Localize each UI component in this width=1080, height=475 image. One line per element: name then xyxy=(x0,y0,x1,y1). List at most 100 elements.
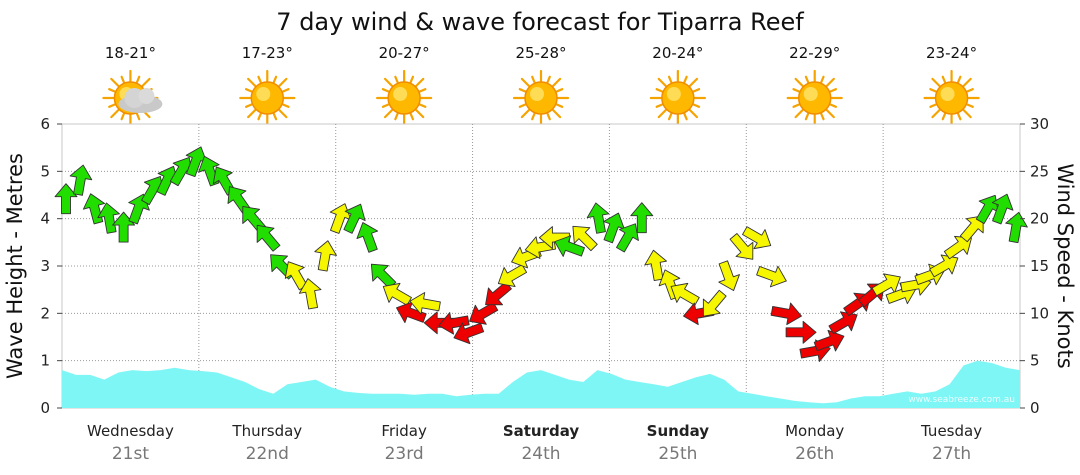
wave-height-area xyxy=(62,360,1020,408)
sun-ray xyxy=(278,77,288,88)
sun-ray xyxy=(520,77,531,88)
wind-arrow xyxy=(298,278,322,310)
wind-arrow xyxy=(453,322,485,345)
sun-ray xyxy=(820,75,825,84)
wind-arrow xyxy=(943,235,972,260)
sun-ray xyxy=(272,112,278,121)
sun-highlight xyxy=(530,87,544,101)
wind-arrow xyxy=(554,235,585,257)
wind-arrow xyxy=(702,289,727,317)
day-name: Wednesday xyxy=(87,422,174,440)
sun-ray xyxy=(683,75,688,84)
sun-ray xyxy=(931,108,941,119)
wind-arrow xyxy=(1005,211,1028,244)
wind-arrow xyxy=(991,193,1014,225)
sun-ray xyxy=(110,77,120,88)
sun-highlight xyxy=(803,87,818,101)
wind-arrow xyxy=(828,311,858,335)
sun-ray xyxy=(415,108,425,119)
wind-arrow xyxy=(54,183,78,215)
day-date: 25th xyxy=(658,444,697,464)
wind-arrow xyxy=(718,260,740,291)
day-date: 24th xyxy=(521,444,560,464)
right-tick-label: 30 xyxy=(1030,115,1049,133)
sun-ray xyxy=(931,77,941,88)
wind-arrow xyxy=(356,222,379,253)
sun-ray xyxy=(551,108,562,119)
sun-ray xyxy=(555,103,564,108)
sun-ray xyxy=(409,75,415,84)
sun-highlight xyxy=(256,87,271,101)
sun-ray xyxy=(962,77,972,88)
sun-ray xyxy=(135,75,141,84)
day-name: Friday xyxy=(381,422,427,440)
wind-arrow xyxy=(469,301,499,325)
sun-ray xyxy=(820,112,825,121)
sun-ray xyxy=(272,75,278,84)
sun-ray xyxy=(546,112,551,121)
left-axis-title: Wave Height - Metres xyxy=(3,153,27,379)
sun-ray xyxy=(667,112,673,121)
sun-highlight xyxy=(940,87,955,101)
day-date: 21st xyxy=(112,444,149,464)
right-tick-label: 0 xyxy=(1030,399,1040,417)
day-date: 27th xyxy=(932,444,971,464)
wind-arrow xyxy=(382,282,412,306)
sun-ray xyxy=(941,112,947,121)
wind-arrow xyxy=(929,254,959,278)
day-name: Saturday xyxy=(503,422,580,440)
left-tick-label: 0 xyxy=(40,399,50,417)
sun-ray xyxy=(792,88,801,93)
temperature-range: 23-24° xyxy=(926,44,977,62)
right-tick-label: 5 xyxy=(1030,352,1040,370)
sun-ray xyxy=(657,108,667,119)
day-date: 22nd xyxy=(246,444,289,464)
sun-ray xyxy=(247,108,257,119)
sun-ray xyxy=(383,108,394,119)
wind-arrows xyxy=(54,146,1028,362)
sun-highlight xyxy=(666,87,681,101)
wind-arrow xyxy=(742,226,772,250)
left-tick-label: 4 xyxy=(40,210,50,228)
left-tick-label: 5 xyxy=(40,162,50,180)
day-name: Thursday xyxy=(231,422,302,440)
sun-ray xyxy=(551,77,562,88)
sun-ray xyxy=(956,75,962,84)
sun-ray xyxy=(667,75,673,84)
wind-arrow xyxy=(314,240,337,272)
sun-ray xyxy=(929,88,937,93)
sun-ray xyxy=(418,103,427,108)
grid-lines xyxy=(62,124,1020,408)
sun-ray xyxy=(792,103,801,108)
sun-ray xyxy=(655,103,664,108)
right-tick-label: 25 xyxy=(1030,162,1049,180)
right-tick-label: 10 xyxy=(1030,304,1049,322)
sun-ray xyxy=(244,103,253,108)
sun-ray xyxy=(688,108,699,119)
sun-ray xyxy=(657,77,667,88)
wind-arrow xyxy=(438,312,470,335)
sun-ray xyxy=(409,112,415,121)
sun-ray xyxy=(966,103,974,108)
wind-arrow xyxy=(256,224,281,252)
sun-ray xyxy=(804,75,810,84)
sun-ray xyxy=(531,112,536,121)
day-headers: 18-21° 17-23° 20-27° 25-28° 20-24° 22-29° 23-2… xyxy=(102,44,980,127)
temperature-range: 22-29° xyxy=(789,44,840,62)
sun-ray xyxy=(120,112,126,121)
sun-ray xyxy=(281,103,290,108)
sun-ray xyxy=(415,77,425,88)
sun-ray xyxy=(520,108,531,119)
sun-ray xyxy=(929,103,937,108)
sun-ray xyxy=(804,112,810,121)
day-labels: Wednesday 21st Thursday 22nd Friday 23rd Satur… xyxy=(87,422,982,464)
sun-icon xyxy=(649,69,706,127)
cloud-shape xyxy=(118,88,163,113)
wind-arrow xyxy=(729,233,754,260)
sun-ray xyxy=(244,88,253,93)
sun-ray xyxy=(418,88,427,93)
temperature-range: 18-21° xyxy=(105,44,156,62)
temperature-range: 25-28° xyxy=(515,44,566,62)
watermark: www.seabreeze.com.au xyxy=(908,395,1015,405)
wind-arrow xyxy=(785,320,817,344)
